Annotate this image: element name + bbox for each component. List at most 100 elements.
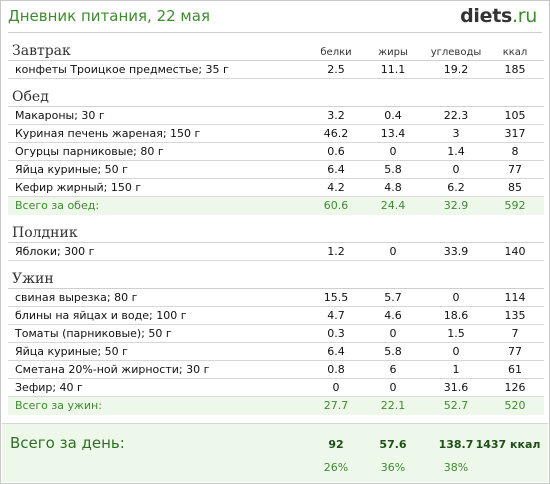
kcal-value: 126 <box>504 381 526 394</box>
meal-header-breakfast: Завтрак белки жиры углеводы ккал <box>8 43 544 61</box>
meal-total-label: Всего за ужин: <box>15 399 102 412</box>
kcal-value: 105 <box>504 109 526 122</box>
food-row: Яйца куриные; 50 г 6.4 5.8 0 77 <box>8 161 544 179</box>
carbs-value: 31.6 <box>443 381 469 394</box>
food-row: Огурцы парниковые; 80 г 0.6 0 1.4 8 <box>8 143 544 161</box>
fat-value: 6 <box>389 363 397 376</box>
protein-value: 0.6 <box>327 145 345 158</box>
meal-header-dinner: Ужин <box>8 271 544 289</box>
column-header-carbs: углеводы <box>430 47 482 58</box>
food-name: Яйца куриные; 50 г <box>15 163 128 176</box>
kcal-value: 8 <box>511 145 519 158</box>
meal-name: Полдник <box>12 225 78 241</box>
food-name: свиная вырезка; 80 г <box>15 291 138 304</box>
food-row: Яйца куриные; 50 г 6.4 5.8 0 77 <box>8 343 544 361</box>
kcal-value: 77 <box>508 345 522 358</box>
protein-value: 6.4 <box>327 345 345 358</box>
fat-value: 0 <box>389 327 397 340</box>
fat-value: 11.1 <box>380 63 406 76</box>
meal-name: Ужин <box>12 271 54 287</box>
food-row: Макароны; 30 г 3.2 0.4 22.3 105 <box>8 107 544 125</box>
food-name: Яйца куриные; 50 г <box>15 345 128 358</box>
food-name: Яблоки; 300 г <box>15 245 95 258</box>
food-name: конфеты Троицкое предместье; 35 г <box>15 63 229 76</box>
kcal-total: 592 <box>504 199 526 212</box>
site-logo[interactable]: diets.ru <box>460 5 537 27</box>
kcal-total: 520 <box>504 399 526 412</box>
protein-value: 2.5 <box>327 63 345 76</box>
page-title: Дневник питания, 22 мая <box>8 7 210 25</box>
protein-value: 3.2 <box>327 109 345 122</box>
carbs-value: 1 <box>452 363 460 376</box>
protein-value: 0 <box>332 381 340 394</box>
food-row: Томаты (парниковые); 50 г 0.3 0 1.5 7 <box>8 325 544 343</box>
carbs-value: 0 <box>452 345 460 358</box>
carbs-value: 19.2 <box>443 63 469 76</box>
food-row: блины на яйцах и воде; 100 г 4.7 4.6 18.… <box>8 307 544 325</box>
kcal-value: 61 <box>508 363 522 376</box>
kcal-value: 135 <box>504 309 526 322</box>
food-name: Кефир жирный; 150 г <box>15 181 142 194</box>
meal-total-row-dinner: Всего за ужин: 27.7 22.1 52.7 520 <box>8 397 544 415</box>
food-name: Томаты (парниковые); 50 г <box>15 327 172 340</box>
carbs-value: 6.2 <box>447 181 465 194</box>
fat-value: 0 <box>389 245 397 258</box>
carbs-value: 1.5 <box>447 327 465 340</box>
kcal-value: 140 <box>504 245 526 258</box>
day-total-panel: Всего за день: 92 57.6 138.7 1437 ккал 2… <box>2 423 548 482</box>
protein-value: 4.7 <box>327 309 345 322</box>
fat-value: 4.8 <box>384 181 402 194</box>
day-protein-percent: 26% <box>323 461 349 474</box>
logo-tld: .ru <box>512 5 537 27</box>
meal-total-row-lunch: Всего за обед: 60.6 24.4 32.9 592 <box>8 197 544 215</box>
fat-value: 0 <box>389 145 397 158</box>
carbs-value: 3 <box>452 127 460 140</box>
protein-value: 1.2 <box>327 245 345 258</box>
day-fat-percent: 36% <box>380 461 406 474</box>
column-header-kcal: ккал <box>502 47 528 58</box>
kcal-value: 7 <box>511 327 519 340</box>
carbs-value: 22.3 <box>443 109 469 122</box>
food-row: Сметана 20%-ной жирности; 30 г 0.8 6 1 6… <box>8 361 544 379</box>
protein-value: 6.4 <box>327 163 345 176</box>
kcal-value: 85 <box>508 181 522 194</box>
carbs-value: 0 <box>452 291 460 304</box>
day-carbs-percent: 38% <box>443 461 469 474</box>
day-carbs-total: 138.7 <box>438 438 474 451</box>
fat-value: 0.4 <box>384 109 402 122</box>
carbs-total: 52.7 <box>443 399 469 412</box>
meal-name: Обед <box>12 89 49 105</box>
protein-value: 15.5 <box>323 291 349 304</box>
food-name: Куриная печень жареная; 150 г <box>15 127 201 140</box>
column-header-fat: жиры <box>378 47 408 58</box>
day-total-label: Всего за день: <box>10 434 125 452</box>
food-row: Куриная печень жареная; 150 г 46.2 13.4 … <box>8 125 544 143</box>
food-name: Зефир; 40 г <box>15 381 83 394</box>
fat-value: 5.8 <box>384 345 402 358</box>
day-kcal-total: 1437 ккал <box>475 438 541 451</box>
carbs-value: 1.4 <box>447 145 465 158</box>
food-row: Зефир; 40 г 0 0 31.6 126 <box>8 379 544 397</box>
protein-value: 0.3 <box>327 327 345 340</box>
food-row: Кефир жирный; 150 г 4.2 4.8 6.2 85 <box>8 179 544 197</box>
meal-header-lunch: Обед <box>8 89 544 107</box>
protein-value: 4.2 <box>327 181 345 194</box>
fat-total: 22.1 <box>380 399 406 412</box>
carbs-total: 32.9 <box>443 199 469 212</box>
food-name: блины на яйцах и воде; 100 г <box>15 309 187 322</box>
food-row: свиная вырезка; 80 г 15.5 5.7 0 114 <box>8 289 544 307</box>
carbs-value: 18.6 <box>443 309 469 322</box>
fat-value: 13.4 <box>380 127 406 140</box>
kcal-value: 114 <box>504 291 526 304</box>
column-header-protein: белки <box>320 47 352 58</box>
day-fat-total: 57.6 <box>379 438 407 451</box>
food-name: Огурцы парниковые; 80 г <box>15 145 164 158</box>
kcal-value: 317 <box>504 127 526 140</box>
meal-name: Завтрак <box>12 43 71 59</box>
fat-value: 4.6 <box>384 309 402 322</box>
header-divider <box>8 32 542 33</box>
kcal-value: 77 <box>508 163 522 176</box>
fat-value: 5.8 <box>384 163 402 176</box>
fat-value: 0 <box>389 381 397 394</box>
